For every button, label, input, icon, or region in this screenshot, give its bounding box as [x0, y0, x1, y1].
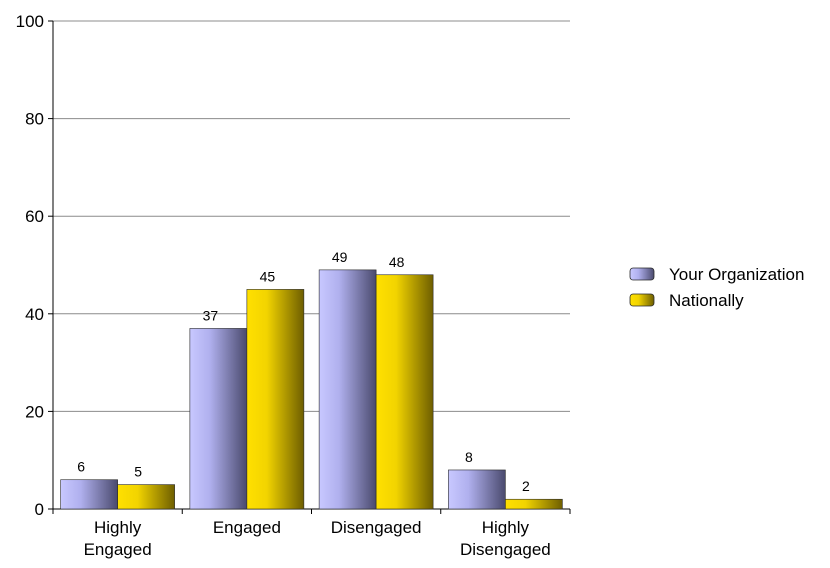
- bar-nat: [505, 498, 563, 510]
- bar-org: [318, 269, 377, 510]
- data-label: 37: [203, 307, 219, 323]
- bar-org: [189, 328, 248, 510]
- gridlines: [53, 20, 570, 412]
- data-label: 8: [465, 449, 473, 465]
- data-label: 2: [522, 478, 530, 494]
- y-tick-label: 20: [25, 402, 44, 421]
- legend-swatch-org: [629, 267, 655, 281]
- y-tick-label: 100: [16, 12, 44, 31]
- bar-nat: [375, 274, 434, 510]
- legend-label-nat: Nationally: [669, 291, 744, 310]
- x-tick-label: Disengaged: [331, 518, 422, 537]
- bar-org: [448, 469, 506, 510]
- y-tick-label: 0: [35, 500, 44, 519]
- legend: Your Organization Nationally: [629, 265, 804, 310]
- y-tick-label: 60: [25, 207, 44, 226]
- y-tick-label: 80: [25, 110, 44, 129]
- legend-label-org: Your Organization: [669, 265, 804, 284]
- data-label: 5: [134, 464, 142, 480]
- x-tick-labels: Highly Engaged Engaged Disengaged Highly Dise…: [84, 518, 551, 559]
- x-tick-label: Highly Disengaged: [460, 518, 551, 559]
- data-label: 49: [332, 249, 348, 265]
- bar-org: [60, 479, 118, 510]
- bar-nat: [117, 484, 175, 510]
- y-tick-label: 40: [25, 305, 44, 324]
- data-label: 6: [77, 459, 85, 475]
- data-labels: 6 5 37 45 49 48 8 2: [77, 249, 530, 494]
- data-label: 45: [260, 268, 276, 284]
- bars: [60, 269, 563, 510]
- x-tick-label: Engaged: [213, 518, 281, 537]
- data-label: 48: [389, 254, 405, 270]
- bar-nat: [246, 289, 305, 510]
- legend-swatch-nat: [629, 293, 655, 307]
- x-tick-label: Highly Engaged: [84, 518, 152, 559]
